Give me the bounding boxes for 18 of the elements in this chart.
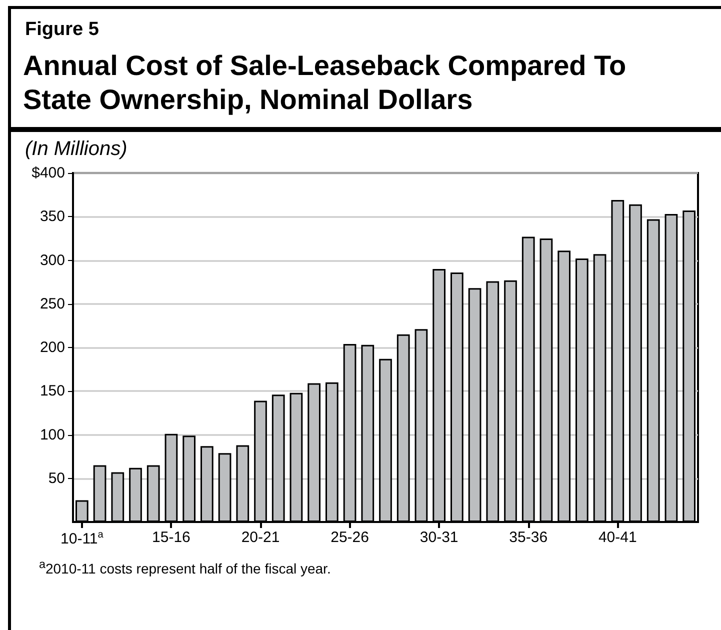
y-tick-label: 300	[40, 252, 65, 269]
y-tick-label: 200	[40, 339, 65, 356]
x-tick-label: 20-21	[241, 529, 280, 546]
y-tick-label: 150	[40, 382, 65, 400]
x-tick-label: 40-41	[598, 529, 637, 546]
text: $^{a}$2010-11 costs represent half of the fiscal year.	[39, 558, 332, 577]
x-tick-label: 25-26	[330, 529, 369, 546]
chart-subtitle: Figure 5	[25, 19, 100, 41]
y-tick-label: 50	[48, 470, 65, 487]
y-axis-title: (In Millions)	[25, 138, 128, 161]
y-tick-label: 250	[40, 295, 65, 312]
x-tick-label: 15-16	[152, 529, 190, 546]
y-tick-label: 350	[40, 208, 65, 226]
y-tick-label: 100	[40, 426, 65, 444]
y-tick-label: $400	[32, 164, 65, 182]
chart-title: Annual Cost of Sale-Leaseback Compared To State Ownership, Nominal Dollars	[23, 49, 628, 117]
x-tick-label: 35-36	[509, 529, 548, 546]
x-tick-label: 30-31	[420, 529, 458, 546]
